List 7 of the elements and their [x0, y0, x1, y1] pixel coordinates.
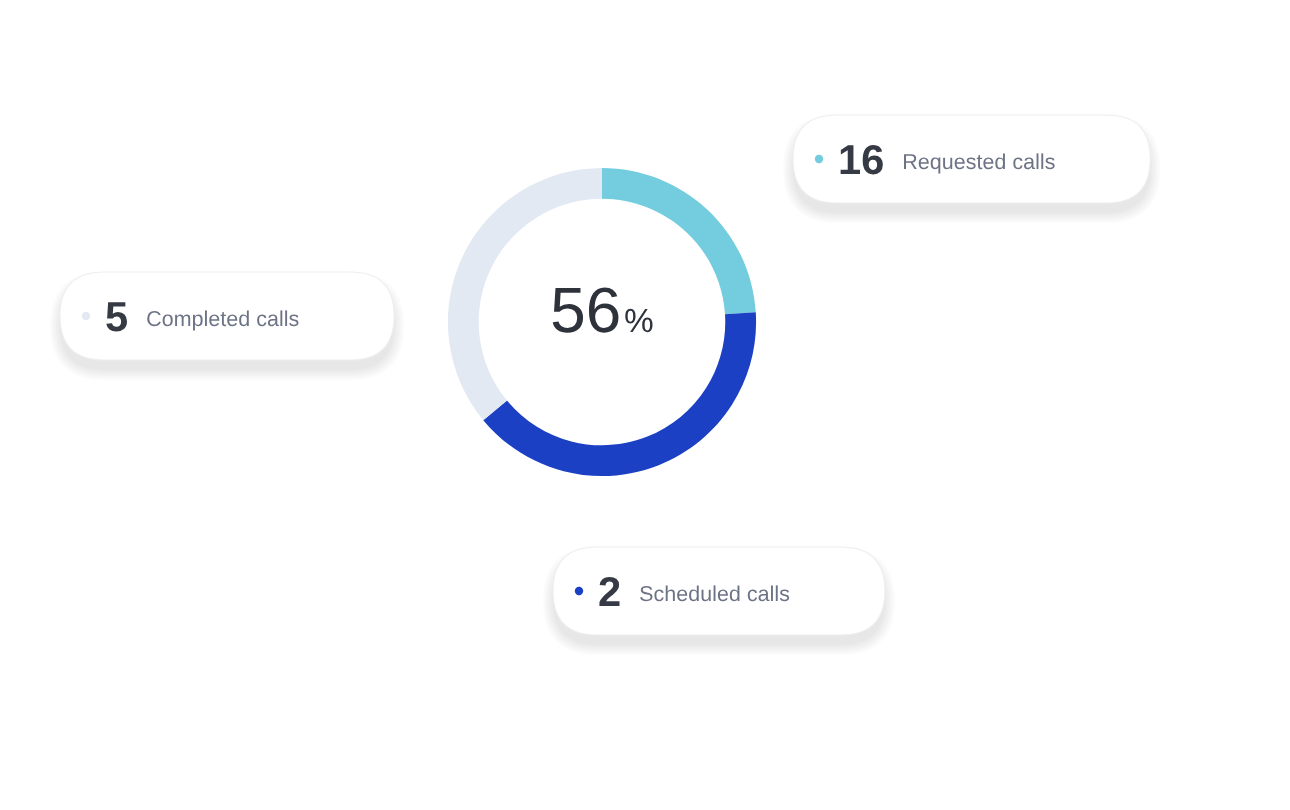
text: 56% — [552, 287, 653, 333]
text: Requested calls — [904, 153, 1055, 174]
text: 5 — [106, 302, 128, 332]
text: 2 — [599, 576, 620, 606]
text: Scheduled calls — [640, 585, 790, 602]
text: Completed calls — [147, 310, 299, 331]
text: 16 — [840, 144, 883, 175]
